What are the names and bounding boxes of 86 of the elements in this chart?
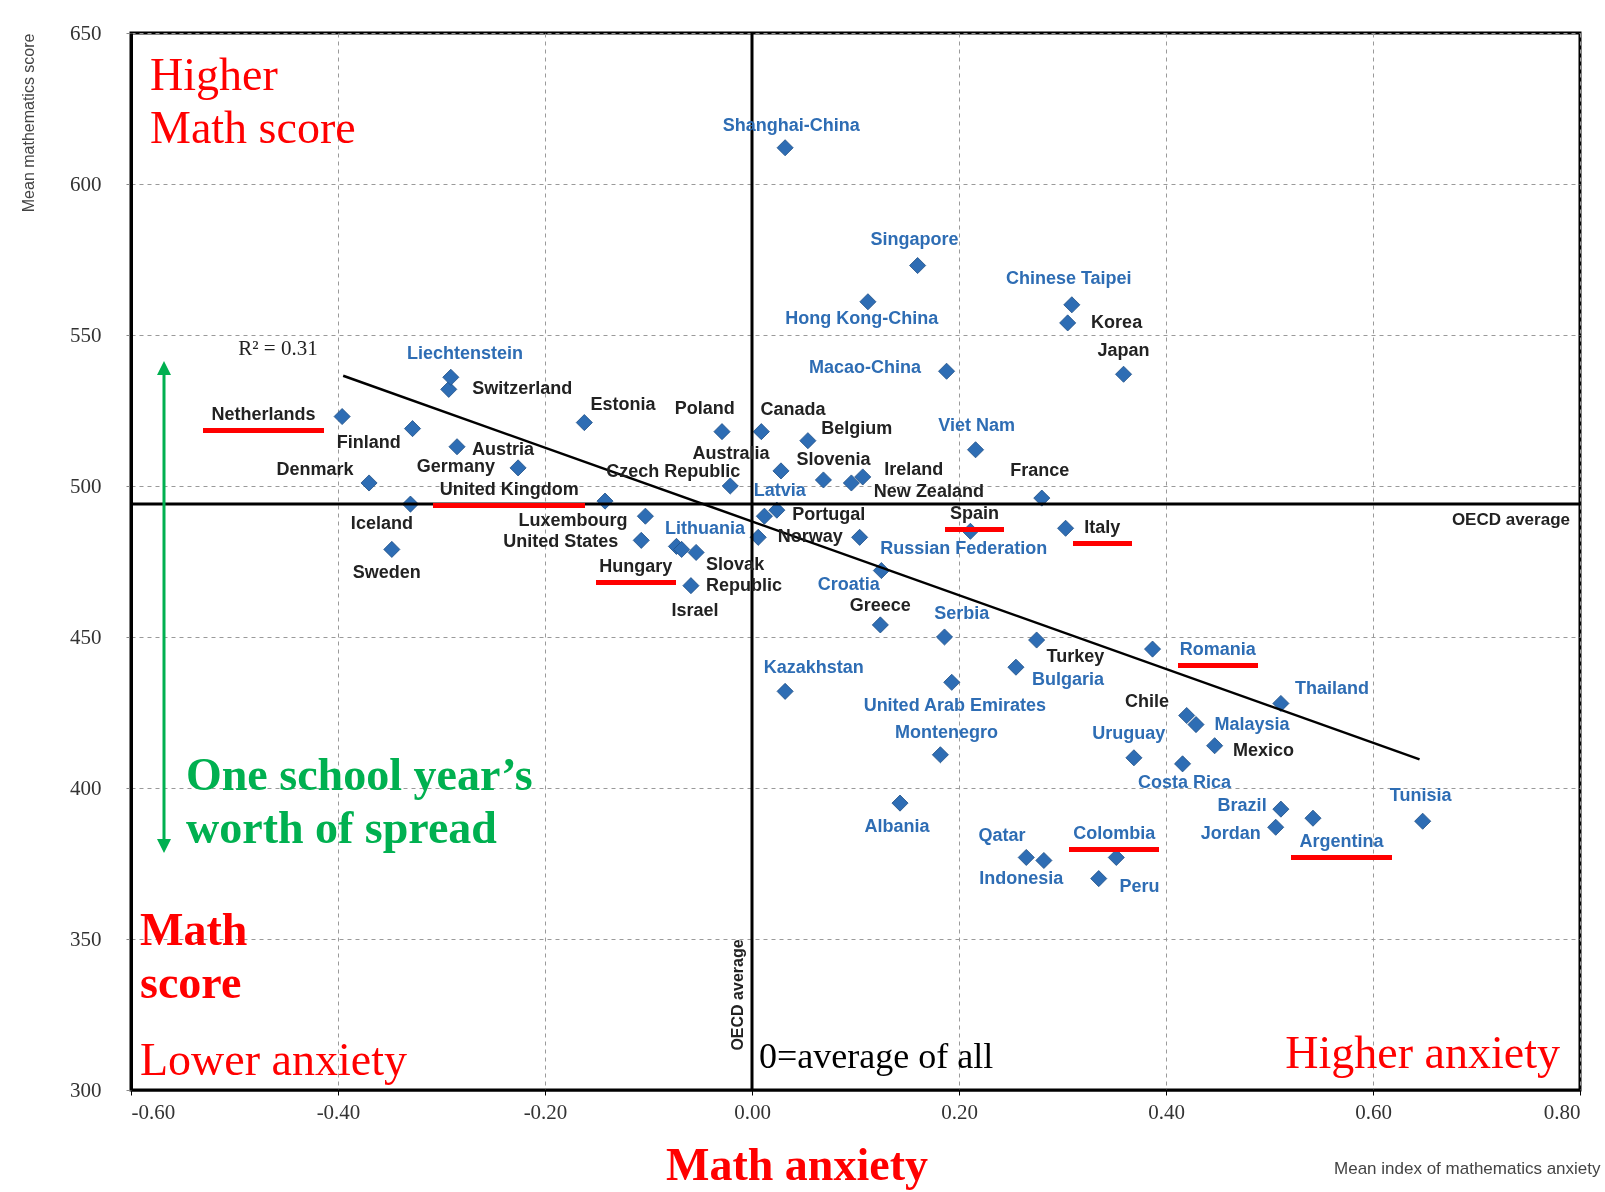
data-label: Russian Federation (880, 537, 1048, 558)
x-tick-label: 0.00 (734, 1099, 771, 1124)
x-tick-label: 0.80 (1543, 1099, 1581, 1124)
x-tick-label: -0.20 (523, 1099, 568, 1124)
y-tick-label: 350 (70, 926, 102, 951)
x-tick-label: -0.60 (131, 1099, 176, 1124)
y-tick-label: 400 (70, 775, 102, 800)
data-label: Romania (1179, 639, 1257, 660)
x-tick-label: 0.40 (1148, 1099, 1185, 1124)
data-label: Turkey (1046, 646, 1105, 667)
annotation: Lower anxiety (140, 1034, 407, 1085)
data-label: Brazil (1217, 795, 1267, 816)
y-tick-label: 300 (70, 1077, 102, 1102)
y-tick-label: 650 (70, 20, 102, 45)
data-label: Serbia (934, 602, 991, 623)
data-label: Estonia (590, 394, 657, 415)
data-label: Hungary (599, 555, 673, 576)
data-label: Malaysia (1214, 713, 1291, 734)
data-label: Colombia (1073, 823, 1157, 843)
data-label: Argentina (1299, 830, 1385, 851)
data-label: Latvia (753, 479, 807, 500)
data-label: Denmark (276, 458, 355, 479)
x-tick-label: 0.20 (941, 1099, 978, 1124)
data-label: Montenegro (894, 722, 998, 743)
data-label: Sweden (352, 561, 421, 582)
data-label: Greece (849, 594, 911, 615)
data-label: Italy (1084, 517, 1121, 538)
data-label: Macao-China (808, 357, 922, 378)
data-label: Canada (760, 399, 827, 420)
data-label: Netherlands (211, 403, 316, 424)
data-label: Portugal (792, 504, 866, 525)
x-axis-title: Mean index of mathematics anxiety (1334, 1158, 1601, 1178)
data-label: Korea (1091, 311, 1144, 332)
data-label: Lithuania (665, 518, 747, 539)
data-label: Spain (949, 502, 999, 523)
data-label: Thailand (1294, 678, 1369, 699)
data-label: Peru (1119, 875, 1160, 896)
data-label: Viet Nam (938, 415, 1015, 436)
data-label: New Zealand (873, 481, 984, 502)
data-label: Kazakhstan (763, 656, 864, 677)
data-label: Costa Rica (1138, 772, 1233, 793)
data-label: Singapore (870, 229, 959, 250)
data-label: Poland (674, 398, 735, 419)
annotation: Higher anxiety (1285, 1027, 1560, 1078)
data-label: Tunisia (1389, 784, 1453, 805)
data-label: Israel (671, 600, 719, 621)
data-label: Hong Kong-China (785, 308, 940, 329)
annotation: 0=average of all (759, 1036, 994, 1076)
data-label: Liechtenstein (407, 342, 524, 363)
annotation: R² = 0.31 (238, 336, 318, 360)
x-tick-label: -0.40 (316, 1099, 361, 1124)
data-label: Albania (864, 815, 931, 836)
data-label: Jordan (1200, 823, 1261, 844)
data-label: United Arab Emirates (863, 694, 1047, 715)
annotation: One school year’s worth of spread (186, 749, 533, 853)
data-label: Bulgaria (1031, 669, 1105, 690)
annotation: Math score (140, 904, 248, 1008)
data-label: Mexico (1233, 739, 1295, 760)
data-label: Croatia (817, 573, 881, 594)
ref-line-label: OECD average (729, 939, 746, 1051)
data-label: Qatar (978, 825, 1026, 845)
y-axis-title: Mean mathematics score (19, 33, 37, 213)
text: Math anxiety (666, 1139, 928, 1190)
data-label: Finland (336, 431, 401, 452)
data-label: France (1010, 459, 1070, 480)
y-tick-label: 550 (70, 322, 102, 347)
x-tick-label: 0.60 (1355, 1099, 1392, 1124)
data-label: Uruguay (1092, 723, 1166, 744)
data-label: Luxembourg (518, 510, 628, 531)
data-label: United Kingdom (439, 478, 579, 499)
ref-line-label: OECD average (1451, 510, 1570, 530)
y-tick-label: 600 (70, 171, 102, 196)
annotation: Higher Math score (150, 49, 356, 153)
data-label: Ireland (884, 458, 944, 479)
y-tick-label: 450 (70, 624, 102, 649)
data-label: Chile (1124, 691, 1169, 712)
data-label: Czech Republic (606, 460, 741, 481)
data-label: Iceland (350, 512, 413, 533)
data-label: Slovenia (796, 448, 872, 469)
y-tick-label: 500 (70, 473, 102, 498)
data-label: Belgium (821, 418, 893, 439)
data-label: Switzerland (472, 378, 573, 399)
data-label: Japan (1097, 339, 1150, 360)
data-label: Chinese Taipei (1005, 268, 1132, 289)
data-label: Indonesia (979, 867, 1065, 888)
data-label: United States (503, 531, 619, 552)
